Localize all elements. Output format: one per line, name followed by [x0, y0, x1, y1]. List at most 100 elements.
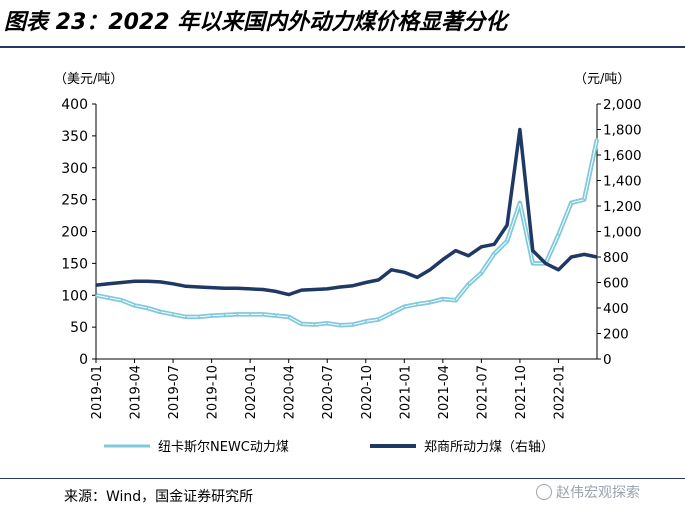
data-point-zce [557, 269, 560, 271]
right-tick-label: 1,200 [603, 199, 642, 215]
data-point-newc [352, 323, 354, 326]
right-tick-label: 800 [603, 250, 629, 266]
data-point-zce [493, 243, 496, 246]
data-point-zce [583, 253, 585, 256]
data-point-zce [454, 249, 457, 252]
data-point-newc [300, 323, 303, 325]
x-tick-label: 2019-04 [129, 365, 144, 419]
data-point-zce [352, 284, 354, 287]
data-point-newc [480, 272, 483, 274]
data-point-newc [442, 298, 444, 300]
data-point-zce [133, 280, 136, 282]
wechat-icon [536, 484, 552, 500]
left-tick-label: 250 [61, 193, 88, 209]
data-point-newc [377, 318, 380, 321]
figure-title: 图表 23：2022 年以来国内外动力煤价格显著分化 [4, 10, 508, 35]
right-tick-label: 1,800 [603, 123, 642, 139]
data-point-newc [223, 314, 226, 316]
title-rule [0, 46, 685, 48]
data-point-zce [480, 246, 483, 248]
x-tick-label: 2019-01 [90, 365, 105, 419]
data-point-newc [506, 240, 508, 242]
left-tick-label: 350 [61, 129, 88, 145]
data-point-newc [519, 202, 521, 204]
data-point-zce [442, 258, 444, 261]
data-point-newc [120, 299, 123, 302]
right-tick-label: 200 [603, 327, 629, 343]
right-tick-labels: 0 200 400 600 800 1,000 1,200 1,400 1,600 1,800 2,… [597, 97, 642, 368]
data-point-newc [570, 202, 573, 204]
x-tick-label: 2021-07 [475, 365, 490, 419]
data-point-newc [159, 311, 161, 313]
data-point-zce [339, 286, 341, 288]
data-point-zce [210, 286, 213, 289]
right-tick-label: 1,400 [603, 174, 642, 190]
data-point-zce [146, 280, 149, 282]
data-point-newc [262, 313, 264, 316]
data-point-zce [300, 289, 303, 291]
data-point-newc [198, 316, 200, 318]
x-tick-label: 2020-01 [244, 365, 259, 419]
data-point-zce [262, 288, 264, 291]
data-point-newc [416, 303, 419, 305]
watermark-label: 赵伟宏观探索 [556, 485, 640, 501]
x-tick-label: 2021-01 [398, 365, 413, 419]
x-tick-label: 2019-10 [206, 365, 221, 419]
data-point-newc [339, 324, 341, 327]
left-tick-labels: 0 50 100 150 200 250 300 350 400 [61, 97, 96, 368]
right-tick-label: 1,000 [603, 225, 642, 241]
right-tick-label: 2,000 [603, 97, 642, 113]
data-point-newc [467, 283, 470, 286]
data-point-newc [185, 316, 187, 318]
footer-rule [0, 478, 685, 479]
data-point-zce [275, 290, 277, 293]
legend-label-zce: 郑商所动力煤（右轴） [424, 440, 554, 455]
data-point-zce [519, 128, 521, 131]
data-point-newc [275, 314, 277, 317]
data-point-zce [108, 283, 110, 285]
data-point-zce [596, 256, 598, 258]
data-point-zce [326, 288, 329, 290]
x-tick-label: 2020-10 [360, 365, 375, 419]
data-point-zce [313, 288, 316, 291]
data-point-zce [236, 287, 239, 289]
data-point-newc [365, 320, 367, 323]
data-point-newc [133, 304, 136, 307]
data-point-newc [583, 198, 585, 201]
left-tick-label: 300 [61, 161, 88, 177]
data-point-zce [365, 281, 367, 284]
x-tick-labels: 2019-01 2019-04 2019-07 2019-10 2020-01 2020-… [90, 359, 567, 419]
data-point-newc [146, 307, 149, 309]
left-tick-label: 0 [79, 352, 88, 368]
source-note: 来源：Wind，国金证券研究所 [64, 489, 254, 505]
x-tick-label: 2022-01 [552, 365, 567, 419]
data-point-newc [313, 323, 316, 326]
data-point-newc [390, 312, 393, 314]
right-tick-label: 400 [603, 301, 629, 317]
x-tick-label: 2019-07 [167, 365, 182, 419]
data-point-zce [185, 285, 187, 288]
data-point-newc [493, 253, 496, 255]
series-line-newc [95, 138, 598, 326]
data-point-newc [172, 313, 174, 316]
data-point-newc [454, 299, 457, 302]
data-point-zce [544, 262, 547, 265]
data-point-zce [249, 288, 251, 290]
legend-label-newc: 纽卡斯尔NEWC动力煤 [158, 440, 289, 455]
right-tick-label: 1,600 [603, 148, 642, 164]
right-tick-label: 600 [603, 276, 629, 292]
data-point-newc [210, 314, 213, 317]
data-point-zce [95, 284, 97, 286]
data-point-zce [467, 254, 470, 257]
right-tick-label: 0 [603, 352, 612, 368]
right-axis-unit: （元/吨） [574, 72, 630, 87]
data-point-zce [570, 256, 573, 258]
left-tick-label: 200 [61, 225, 88, 241]
series-line-newc-outline [95, 138, 600, 328]
x-tick-label: 2020-04 [283, 365, 298, 419]
data-point-newc [108, 297, 110, 299]
data-point-zce [403, 271, 406, 274]
data-point-newc [596, 138, 598, 140]
left-axis-unit: （美元/吨） [54, 72, 123, 87]
